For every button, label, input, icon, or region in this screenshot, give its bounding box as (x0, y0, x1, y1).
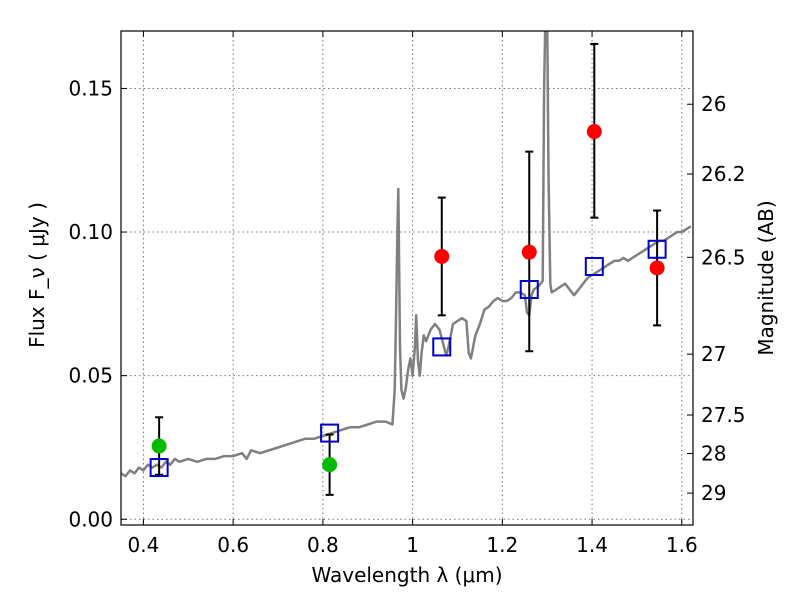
y-right-axis-title: Magnitude (AB) (754, 200, 778, 355)
x-tick-label: 0.4 (128, 533, 160, 557)
observed-point (434, 248, 450, 264)
model-markers (149, 239, 667, 478)
x-tick-label: 1.2 (486, 533, 518, 557)
observed-markers (151, 124, 665, 473)
x-tick-label: 0.6 (217, 533, 249, 557)
x-tick-label: 1 (406, 533, 419, 557)
axis-ticks (121, 31, 693, 525)
y-tick-label: 0.15 (68, 76, 113, 100)
x-axis-title: Wavelength λ (μm) (311, 563, 502, 587)
observed-point (586, 124, 602, 140)
y-right-tick-label: 27.5 (701, 403, 746, 427)
grid (121, 31, 693, 525)
observed-point (521, 244, 537, 260)
observed-point (151, 438, 167, 454)
y-right-tick-label: 26.2 (701, 162, 746, 186)
x-tick-label: 1.4 (576, 533, 608, 557)
model-point (647, 239, 667, 259)
y-right-tick-label: 29 (701, 481, 726, 505)
plot-area (121, 31, 693, 525)
x-tick-label: 0.8 (307, 533, 339, 557)
y-right-tick-label: 27 (701, 342, 726, 366)
plot-content (121, 31, 692, 496)
model-point (432, 337, 452, 357)
y-tick-label: 0.00 (68, 507, 113, 531)
model-point (584, 257, 604, 277)
y-right-tick-label: 26 (701, 92, 726, 116)
y-tick-label: 0.10 (68, 220, 113, 244)
observed-point (322, 457, 338, 473)
model-point (519, 279, 539, 299)
observed-point (649, 260, 665, 276)
x-tick-labels: 0.4 0.6 0.8 1 1.2 1.4 1.6 (128, 533, 698, 557)
y-right-tick-label: 28 (701, 441, 726, 465)
model-point (149, 458, 169, 478)
y-right-tick-labels: 26 26.2 26.5 27 27.5 28 29 (701, 92, 746, 505)
y-right-tick-label: 26.5 (701, 245, 746, 269)
y-tick-labels: 0.00 0.05 0.10 0.15 (68, 76, 113, 531)
y-tick-label: 0.05 (68, 364, 113, 388)
x-tick-label: 1.6 (666, 533, 698, 557)
plot-frame (120, 30, 694, 526)
model-point (320, 423, 340, 443)
y-axis-title: Flux F_ν ( μJy ) (25, 202, 49, 348)
